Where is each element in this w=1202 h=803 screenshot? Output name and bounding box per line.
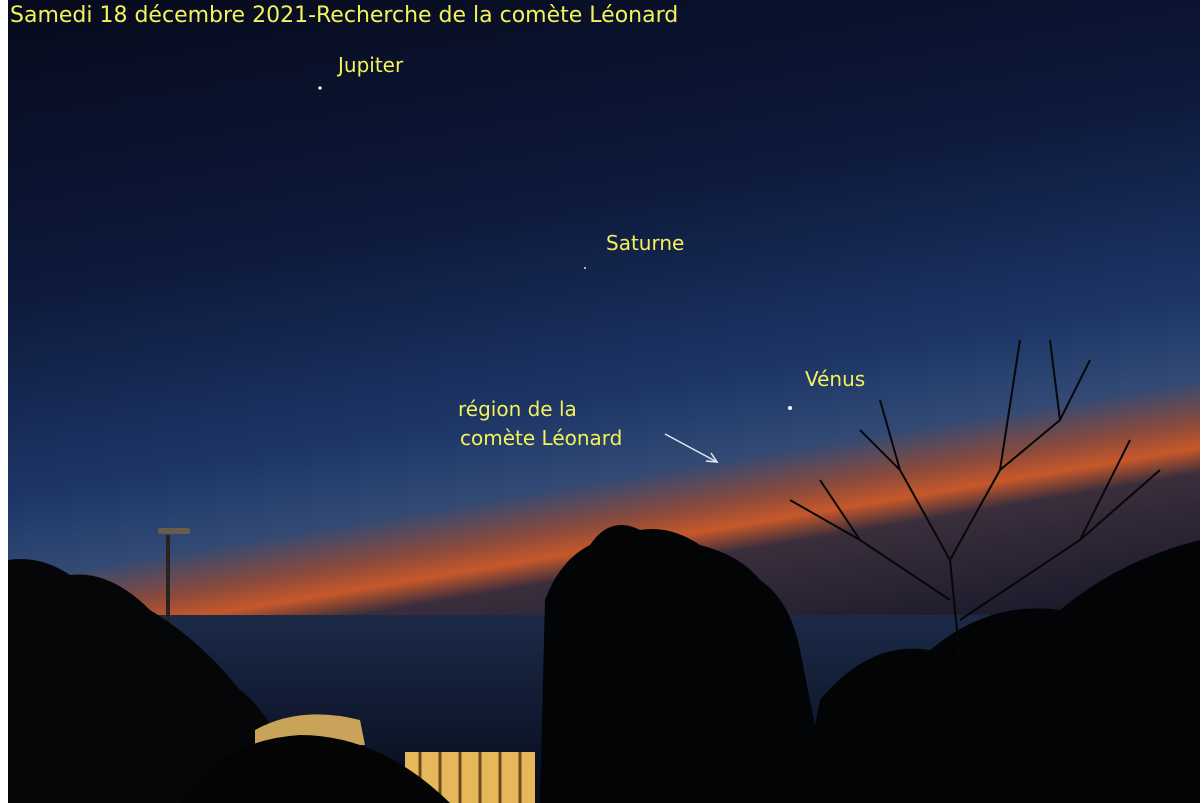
- annotation: Saturne: [606, 231, 684, 255]
- saturn-star: [584, 267, 586, 269]
- annotation: Jupiter: [336, 53, 404, 77]
- right-trees: [800, 540, 1200, 803]
- title: Samedi 18 décembre 2021-Recherche de la …: [10, 3, 678, 28]
- arrow: [664, 433, 719, 463]
- jupiter-star: [318, 86, 322, 90]
- venus-star: [788, 406, 792, 410]
- car-roof: [180, 735, 450, 803]
- comet-label: comète Léonard: [460, 426, 622, 450]
- central-tree: [540, 525, 830, 803]
- left-bushes: [8, 559, 300, 803]
- bare-branches: [789, 339, 1161, 661]
- annotation: Vénus: [805, 367, 865, 391]
- comet-label: région de la: [458, 397, 577, 421]
- lamp-post: [158, 528, 190, 650]
